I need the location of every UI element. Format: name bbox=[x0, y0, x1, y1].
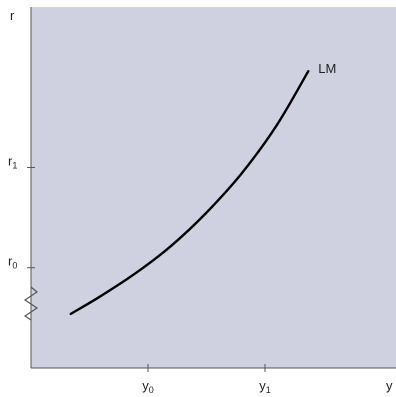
plot-area bbox=[31, 7, 396, 368]
lm-curve bbox=[69, 70, 310, 316]
series-label-lm: LM bbox=[318, 61, 336, 76]
x-axis-title: y bbox=[386, 378, 393, 393]
y-tick-label: r0 bbox=[8, 254, 17, 271]
y-tick-label: r1 bbox=[8, 153, 17, 170]
y-axis-title: r bbox=[10, 8, 15, 23]
y-axis-break bbox=[23, 286, 39, 321]
x-tick-label: y1 bbox=[259, 378, 271, 395]
x-tick-label: y0 bbox=[142, 378, 154, 395]
